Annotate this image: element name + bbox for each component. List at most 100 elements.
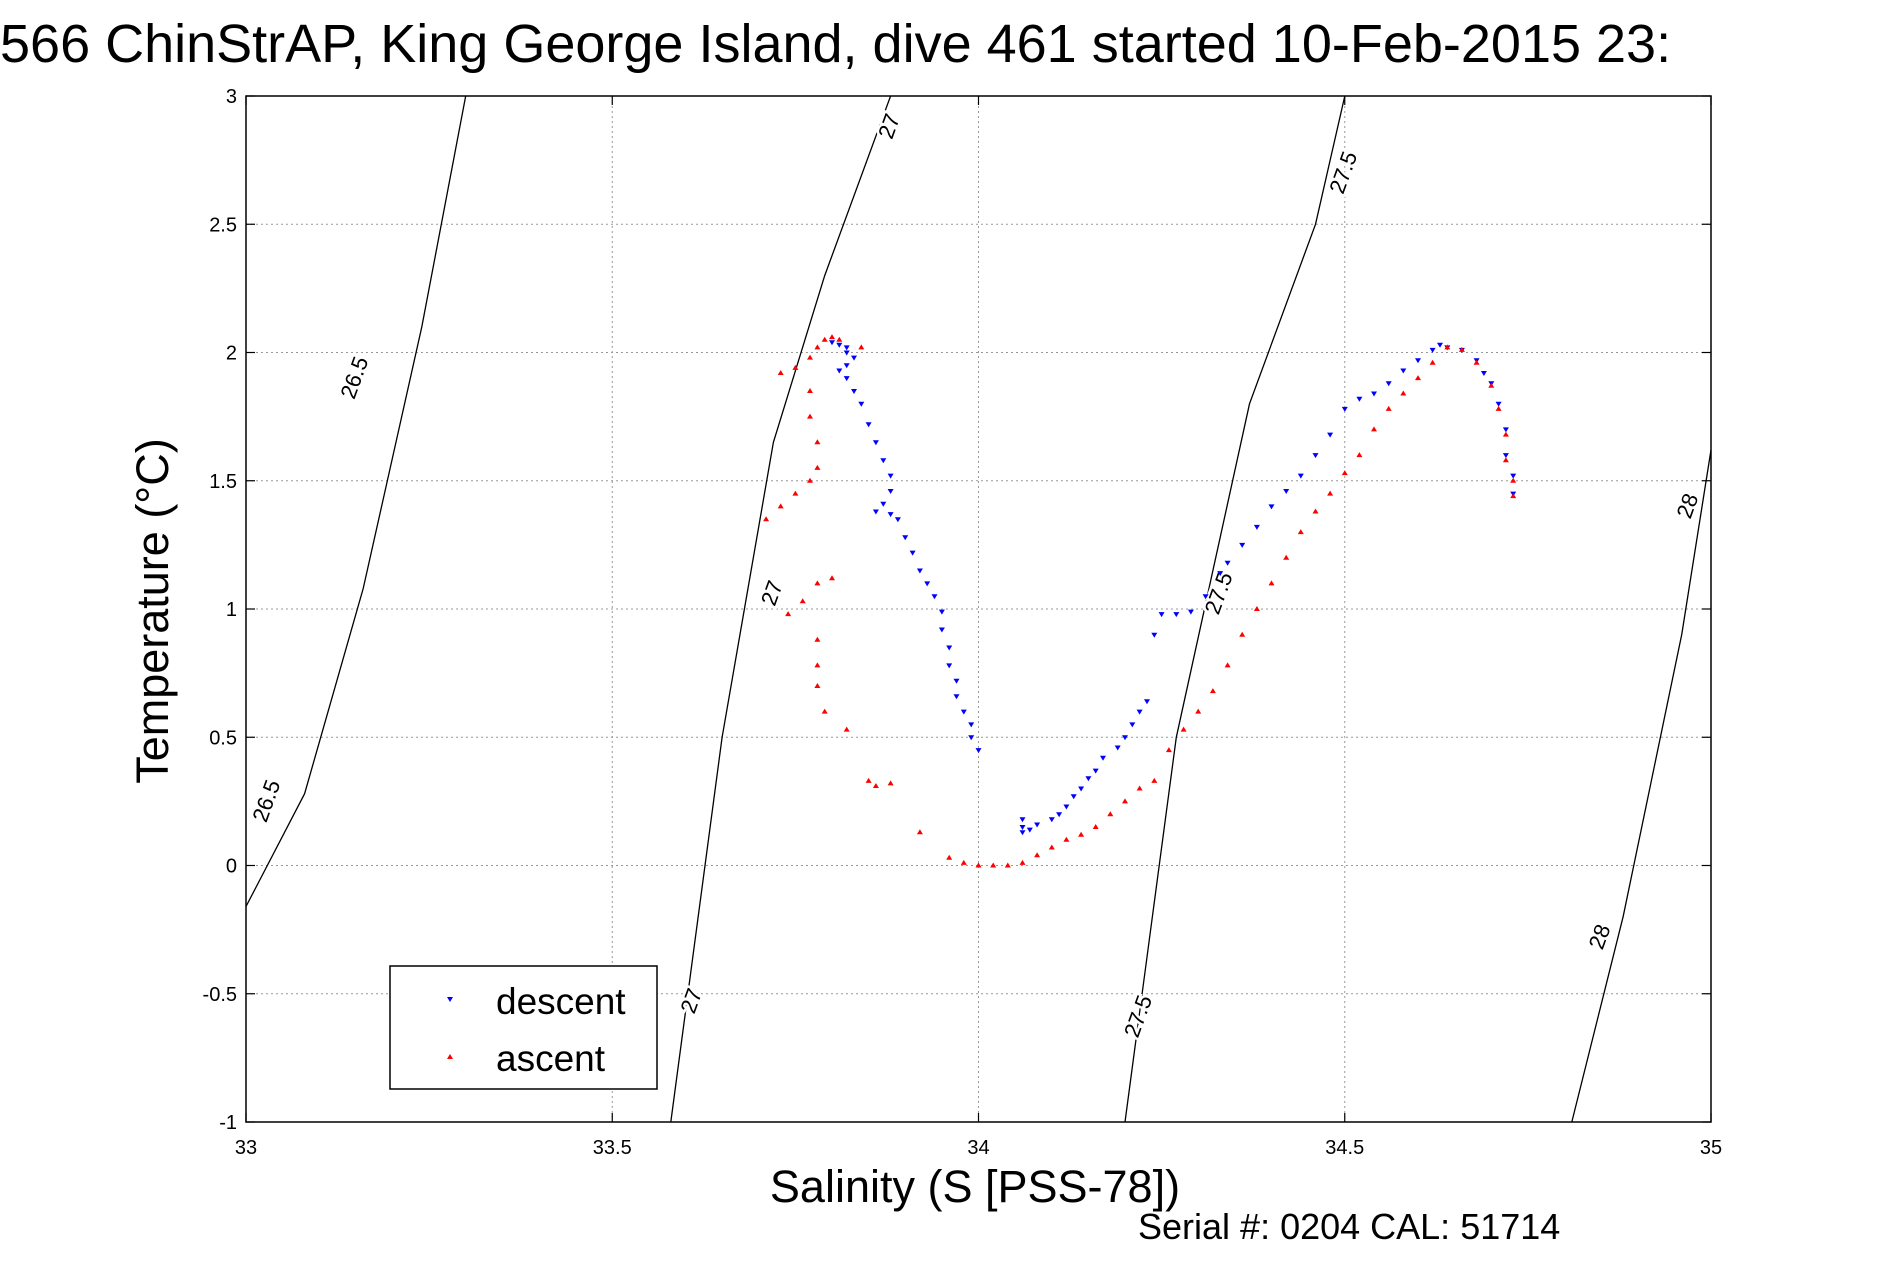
descent-point (1495, 401, 1502, 407)
ascent-point (814, 344, 821, 350)
descent-point (1510, 473, 1517, 479)
ascent-point (1209, 688, 1216, 694)
descent-point (1019, 817, 1026, 823)
ascent-point (1488, 382, 1495, 388)
descent-point (843, 363, 850, 369)
y-tick-label: 3 (226, 86, 237, 108)
ascent-point (785, 611, 792, 617)
descent-point (1019, 825, 1026, 830)
descent-point (902, 535, 909, 541)
descent-point (1385, 381, 1392, 387)
ascent-point (1444, 344, 1451, 350)
density-contour-label: 28 (1584, 921, 1616, 953)
descent-point (1502, 453, 1509, 459)
ascent-point (1063, 836, 1070, 842)
density-contour-label: 27.5 (1200, 569, 1238, 618)
density-contour-label: 27 (873, 110, 905, 142)
contour-labels: 26.5 26.5 27 27 27 27.5 27.5 27.5 28 28 (245, 108, 1706, 1043)
ascent-point (1400, 390, 1407, 396)
ascent-point (1268, 580, 1275, 586)
descent-point (829, 340, 835, 346)
descent-point (843, 345, 850, 351)
ascent-point (1502, 457, 1509, 463)
descent-point (887, 512, 894, 518)
descent-point (1312, 453, 1319, 459)
ascent-point (865, 777, 872, 783)
descent-point (1217, 571, 1224, 577)
legend-label-ascent: ascent (496, 1038, 606, 1079)
y-axis: -1 -0.5 0 0.5 1 1.5 2 2.5 3 (203, 86, 1711, 1134)
density-contour-line (245, 95, 467, 907)
ascent-point (1107, 811, 1114, 817)
descent-point (1400, 368, 1407, 374)
legend-label-descent: descent (496, 981, 626, 1022)
ascent-point (807, 413, 813, 419)
x-tick-label: 33.5 (593, 1137, 632, 1159)
descent-point (843, 376, 850, 382)
descent-point (1437, 342, 1443, 348)
ascent-point (814, 662, 821, 668)
density-contour-line (1571, 449, 1712, 1123)
ascent-point (763, 516, 770, 522)
descent-point (916, 568, 923, 574)
descent-point (1224, 560, 1231, 566)
y-tick-label: 2 (226, 343, 237, 365)
descent-point (1371, 391, 1377, 397)
descent-point (1158, 612, 1165, 618)
descent-point (851, 389, 857, 394)
descent-point (1297, 473, 1304, 479)
ascent-point (1180, 726, 1187, 732)
ascent-point (1151, 777, 1158, 783)
ascent-point (1078, 831, 1085, 837)
ascent-point (946, 854, 953, 860)
density-contour-label: 27.5 (1324, 148, 1362, 197)
descent-point (1100, 755, 1106, 761)
descent-point (1480, 371, 1487, 376)
descent-point (1048, 817, 1055, 823)
descent-point (1136, 709, 1143, 715)
descent-point (1502, 427, 1509, 433)
ascent-point (1034, 852, 1041, 858)
ascent-point (1458, 346, 1465, 352)
density-contour-label: 27 (675, 985, 707, 1017)
descent-point (931, 594, 938, 600)
ascent-point (1473, 359, 1480, 365)
ascent-point (1224, 662, 1231, 668)
descent-point (1092, 768, 1099, 774)
descent-point (1144, 699, 1150, 705)
x-axis-label: Salinity (S [PSS-78]) (770, 1161, 1180, 1212)
x-tick-label: 34 (967, 1137, 989, 1159)
y-axis-label: Temperature (°C) (127, 438, 178, 784)
density-contours (245, 95, 1712, 1123)
density-contour-label: 27 (756, 577, 788, 609)
descent-point (1429, 347, 1436, 353)
y-tick-label: 0 (226, 856, 237, 878)
legend: descent ascent (389, 965, 658, 1090)
y-tick-label: -1 (219, 1112, 237, 1134)
descent-point (946, 663, 953, 669)
descent-point (938, 609, 945, 615)
ascent-point (792, 490, 799, 496)
ascent-point (1371, 426, 1377, 432)
ascent-point (1253, 606, 1260, 611)
ascent-point (1327, 490, 1334, 496)
ascent-point (1495, 405, 1502, 411)
descent-point (953, 678, 960, 684)
descent-point (975, 748, 982, 754)
descent-point (887, 489, 894, 494)
descent-point (946, 645, 953, 651)
descent-point (1129, 722, 1136, 728)
density-contour-label: 26.5 (247, 776, 285, 825)
ascent-point (1341, 470, 1348, 476)
y-tick-label: -0.5 (203, 984, 237, 1006)
x-tick-label: 33 (235, 1137, 257, 1159)
descent-point (1341, 406, 1348, 412)
descent-point (1070, 794, 1077, 800)
ascent-point (990, 862, 997, 868)
ascent-point (814, 464, 821, 470)
descent-point (836, 342, 843, 348)
descent-point (1202, 594, 1209, 600)
ascent-point (1122, 798, 1128, 804)
ascent-point (1510, 493, 1517, 499)
density-contour-line (670, 95, 892, 1123)
